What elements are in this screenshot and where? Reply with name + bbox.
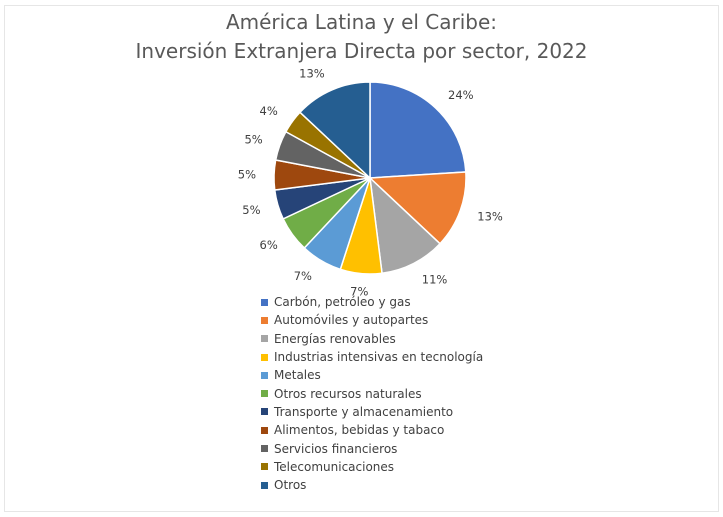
legend-swatch bbox=[261, 408, 268, 416]
pie-percent-label-otros: 13% bbox=[299, 66, 325, 80]
legend-item-alimentos-bebidas-y-tabaco: Alimentos, bebidas y tabaco bbox=[261, 421, 483, 439]
legend-label: Otros recursos naturales bbox=[274, 386, 422, 401]
pie-percent-label-otros-recursos-naturales: 6% bbox=[260, 238, 278, 252]
legend-swatch bbox=[261, 316, 268, 324]
pie-percent-label-telecomunicaciones: 4% bbox=[260, 104, 278, 118]
pie-slice-otros bbox=[298, 81, 371, 180]
legend-label: Industrias intensivas en tecnología bbox=[274, 350, 484, 365]
legend-label: Transporte y almacenamiento bbox=[274, 404, 454, 419]
legend-label: Energías renovables bbox=[274, 331, 396, 346]
legend-label: Servicios financieros bbox=[274, 441, 398, 456]
legend-item-transporte-y-almacenamiento: Transporte y almacenamiento bbox=[261, 403, 483, 421]
legend-label: Telecomunicaciones bbox=[274, 459, 395, 474]
legend-item-carbon-petroleo-y-gas: Carbón, petróleo y gas bbox=[261, 293, 483, 311]
legend-swatch bbox=[261, 481, 268, 489]
legend-label: Alimentos, bebidas y tabaco bbox=[274, 423, 445, 438]
pie-percent-label-energias-renovables: 11% bbox=[422, 273, 448, 287]
legend-swatch bbox=[261, 298, 268, 306]
legend-label: Metales bbox=[274, 368, 321, 383]
legend-item-energias-renovables: Energías renovables bbox=[261, 330, 483, 348]
pie-percent-label-carbon-petroleo-y-gas: 24% bbox=[448, 88, 474, 102]
legend-label: Automóviles y autopartes bbox=[274, 313, 429, 328]
legend-swatch bbox=[261, 371, 268, 379]
legend-swatch bbox=[261, 445, 268, 453]
pie-percent-label-automoviles-y-autopartes: 13% bbox=[477, 210, 503, 224]
pie-percent-label-metales: 7% bbox=[294, 269, 312, 283]
legend-swatch bbox=[261, 335, 268, 343]
legend-item-servicios-financieros: Servicios financieros bbox=[261, 439, 483, 457]
legend-swatch bbox=[261, 390, 268, 398]
pie-slice-carbon-petroleo-y-gas bbox=[369, 81, 467, 179]
pie-percent-labels: 24% 13% 11% 7% 7% 6% 5% 5% 5% 4% 13% bbox=[238, 66, 503, 298]
pie-percent-label-transporte-y-almacenamiento: 5% bbox=[242, 203, 260, 217]
legend-item-otros-recursos-naturales: Otros recursos naturales bbox=[261, 384, 483, 402]
chart-title-line-1: América Latina y el Caribe: bbox=[225, 10, 498, 34]
pie-percent-label-servicios-financieros: 5% bbox=[244, 132, 262, 146]
legend-item-industrias-intensivas-en-tecnologia: Industrias intensivas en tecnología bbox=[261, 348, 483, 366]
legend-swatch bbox=[261, 426, 268, 434]
legend-item-otros: Otros bbox=[261, 476, 483, 494]
legend-label: Carbón, petróleo y gas bbox=[274, 295, 411, 310]
legend-item-automoviles-y-autopartes: Automóviles y autopartes bbox=[261, 311, 483, 329]
legend-item-telecomunicaciones: Telecomunicaciones bbox=[261, 458, 483, 476]
legend-swatch bbox=[261, 463, 268, 471]
pie-percent-label-alimentos-bebidas-y-tabaco: 5% bbox=[238, 167, 256, 181]
pie-slice-energias-renovables bbox=[368, 176, 442, 275]
chart-legend: Carbón, petróleo y gas Automóviles y auto… bbox=[261, 293, 483, 494]
pie-slices bbox=[273, 81, 467, 275]
pie-percent-label-industrias-intensivas-en-tecnologia: 7% bbox=[350, 284, 368, 298]
pie-slice-automoviles-y-autopartes bbox=[368, 171, 467, 245]
legend-item-metales: Metales bbox=[261, 366, 483, 384]
chart-title-line-2: Inversión Extranjera Directa por sector,… bbox=[135, 39, 588, 63]
legend-swatch bbox=[261, 353, 268, 361]
legend-label: Otros bbox=[274, 478, 307, 493]
chart-title: América Latina y el Caribe: Inversión Ex… bbox=[0, 8, 723, 66]
